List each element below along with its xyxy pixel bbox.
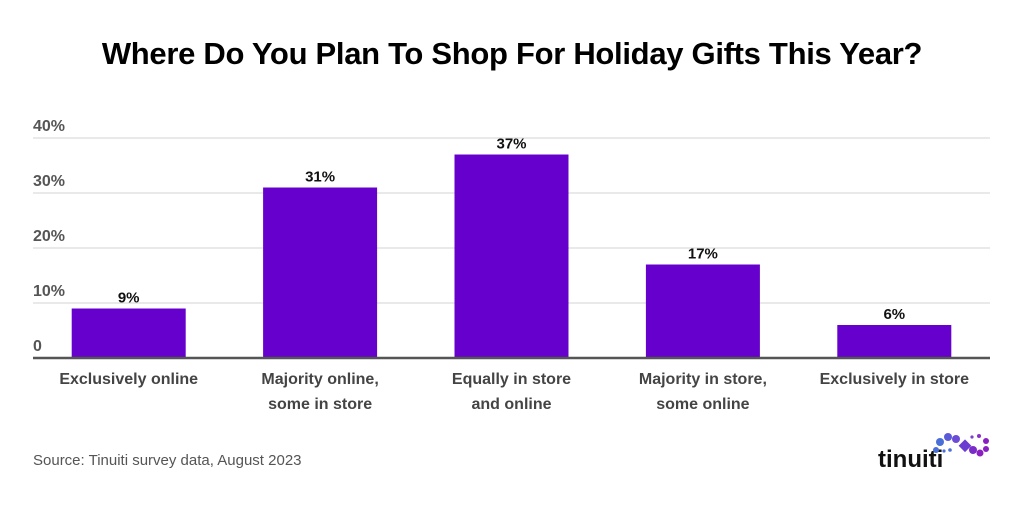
x-tick-label: Majority in store,	[639, 371, 767, 388]
data-label: 17%	[688, 246, 718, 263]
y-tick-label: 0	[33, 338, 42, 355]
bar	[645, 264, 760, 358]
data-label: 6%	[883, 306, 905, 323]
y-tick-label: 30%	[33, 173, 65, 190]
x-tick-label: Majority online,	[261, 371, 378, 388]
x-tick-label: some online	[656, 396, 749, 413]
bar	[263, 187, 378, 358]
data-label: 37%	[496, 136, 526, 153]
x-tick-label: Exclusively in store	[820, 371, 970, 388]
y-tick-label: 10%	[33, 283, 65, 300]
data-label: 31%	[305, 169, 335, 186]
bar	[454, 154, 569, 358]
bar	[71, 308, 186, 358]
x-tick-label: Exclusively online	[59, 371, 198, 388]
data-label: 9%	[118, 290, 140, 307]
x-tick-label: some in store	[268, 396, 372, 413]
y-tick-label: 20%	[33, 228, 65, 245]
logo-text: tinuiti	[878, 446, 944, 473]
bar	[837, 325, 952, 358]
y-tick-label: 40%	[33, 118, 65, 135]
infinity-dots-icon	[933, 433, 989, 457]
source-note: Source: Tinuiti survey data, August 2023	[33, 452, 302, 469]
x-tick-label: Equally in store	[452, 371, 571, 388]
chart-title: Where Do You Plan To Shop For Holiday Gi…	[101, 36, 923, 71]
x-tick-label: and online	[472, 396, 552, 413]
tinuiti-logo: tinuiti	[878, 430, 998, 480]
